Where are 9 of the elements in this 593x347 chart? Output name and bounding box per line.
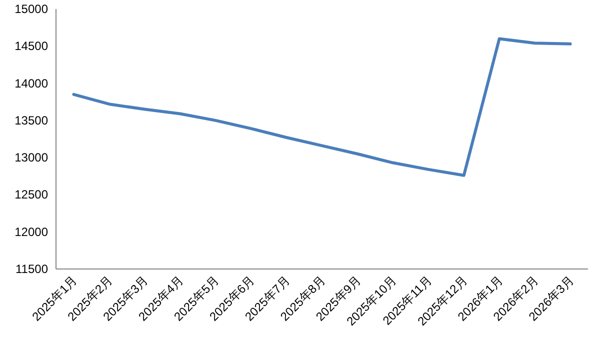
- line-series: [72, 37, 572, 177]
- y-tick-label: 12000: [14, 224, 48, 239]
- y-tick-label: 13000: [14, 150, 48, 165]
- y-tick-label: 14500: [14, 39, 48, 54]
- y-tick-label: 15000: [14, 2, 48, 16]
- y-tick-label: 11500: [16, 262, 48, 276]
- y-tick-label: 12500: [14, 188, 48, 202]
- y-tick-label: 13500: [14, 113, 48, 128]
- y-tick-label: 14000: [14, 76, 48, 90]
